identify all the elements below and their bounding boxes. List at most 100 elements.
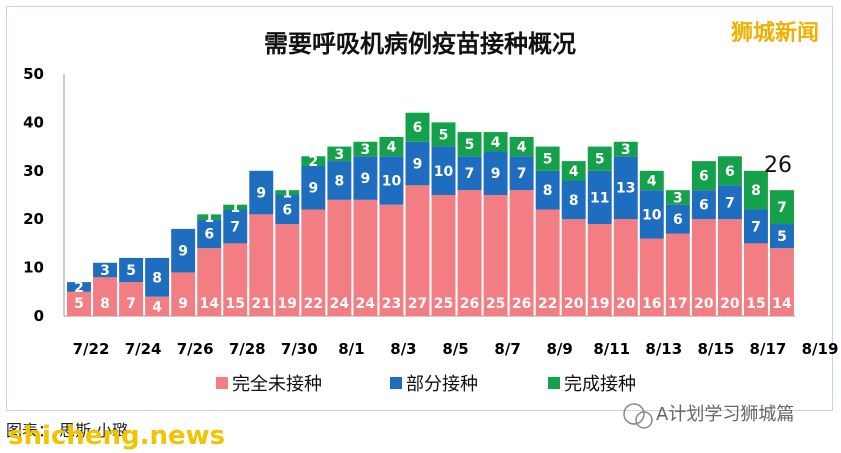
bar-value-label: 1: [204, 210, 214, 226]
bar-segment: [639, 190, 664, 239]
x-tick-label: 8/13: [645, 340, 682, 358]
chart-frame: [6, 6, 833, 411]
x-tick-labels: 7/22 7/24 7/26 7/28 7/30 8/1 8/3 8/5 8/7 8/9 8/11 8…: [73, 340, 839, 358]
bar-value-label: 7: [517, 166, 527, 182]
y-tick-labels: 0 10 20 30 40 50: [23, 65, 44, 325]
bar-value-label: 24: [356, 296, 376, 312]
x-tick-label: 8/7: [494, 340, 520, 358]
bar-value-label: 21: [252, 296, 271, 312]
bar-segment: [223, 209, 248, 244]
bar-segment: [717, 219, 742, 316]
bar-segment: [743, 209, 768, 244]
bar-segment: [770, 224, 794, 249]
bar-value-label: 14: [199, 296, 219, 312]
bar-segment: [327, 161, 352, 200]
bar-segment: [483, 132, 508, 152]
y-tick-label: 40: [23, 113, 44, 131]
x-tick-label: 7/24: [125, 340, 162, 358]
y-tick-label: 0: [34, 307, 44, 325]
bar-segment: [665, 204, 690, 234]
bar-segment: [353, 141, 378, 157]
bar-value-label: 7: [126, 296, 136, 312]
chart-title: 需要呼吸机病例疫苗接种概况: [264, 30, 576, 58]
bar-segment: [587, 146, 612, 171]
x-tick-label: 8/1: [338, 340, 364, 358]
site-watermark: shicheng.news: [8, 421, 225, 451]
bar-segment: [301, 165, 326, 210]
bar-value-label: 5: [465, 137, 475, 153]
bar-segment: [561, 161, 586, 181]
bar-segment: [249, 214, 274, 316]
bar-value-label: 9: [308, 181, 318, 197]
bar-segment: [717, 156, 742, 186]
bar-segment: [249, 170, 274, 215]
bar-value-label: 16: [642, 296, 661, 312]
legend-swatch: [390, 377, 402, 389]
bar-segment: [691, 161, 716, 191]
bar-segment: [743, 243, 768, 316]
bar-value-label: 6: [204, 227, 214, 243]
bar-value-label: 23: [382, 296, 401, 312]
bar-value-label: 8: [569, 193, 579, 209]
bar-value-label: 9: [413, 157, 423, 173]
bar-segment: [405, 141, 430, 186]
bar-segment: [509, 156, 534, 191]
bar-value-label: 9: [491, 166, 501, 182]
x-tick-label: 8/5: [442, 340, 468, 358]
bar-value-label: 5: [777, 229, 787, 245]
bar-segment: [223, 243, 248, 316]
bar-value-label: 8: [152, 270, 162, 286]
bar-segment: [561, 219, 586, 316]
bar-segment: [483, 151, 508, 195]
bar-segment: [613, 156, 638, 220]
bar-segment: [145, 296, 170, 316]
x-tick-label: 8/3: [390, 340, 416, 358]
bar-value-label: 4: [647, 173, 657, 189]
bar-value-label: 19: [278, 296, 297, 312]
bar-value-label: 4: [569, 164, 579, 180]
bar-segment: [171, 272, 196, 316]
bar-segment: [93, 262, 118, 278]
bar-segment: [145, 257, 170, 297]
x-tick-label: 8/19: [802, 340, 839, 358]
bar-segment: [717, 185, 742, 220]
bar-value-label: 22: [304, 296, 323, 312]
bar-segment: [691, 190, 716, 220]
bar-segment: [639, 170, 664, 191]
bar-segment: [379, 156, 404, 205]
bar-value-label: 24: [330, 296, 350, 312]
bar-segment: [587, 224, 612, 316]
bar-segment: [535, 146, 560, 171]
x-tick-label: 8/17: [750, 340, 787, 358]
y-tick-label: 10: [23, 259, 44, 277]
bar-value-label: 5: [543, 152, 553, 168]
bar-segment: [379, 204, 404, 316]
bar-value-label: 14: [772, 296, 792, 312]
bar-segment: [67, 291, 91, 316]
legend-label: 完成接种: [564, 374, 636, 395]
bar-value-label: 8: [751, 183, 761, 199]
bar-segment: [431, 195, 456, 316]
bar-segment: [743, 170, 768, 210]
bar-value-label: 4: [517, 140, 527, 156]
bar-segment: [561, 180, 586, 220]
x-tick-label: 7/30: [281, 340, 318, 358]
bar-segment: [483, 195, 508, 316]
bar-value-label: 13: [616, 181, 635, 197]
bar-value-label: 8: [335, 173, 345, 189]
chart-credit: 图表： 思斯·小璐: [6, 421, 128, 440]
bar-value-label: 26: [460, 296, 479, 312]
x-tick-label: 7/26: [177, 340, 214, 358]
bar-value-label: 10: [434, 164, 454, 180]
bar-value-label: 1: [282, 186, 292, 202]
bar-value-label: 5: [439, 128, 449, 144]
bar-value-label: 6: [673, 212, 683, 228]
bar-value-label: 4: [387, 140, 397, 156]
bar-value-label: 6: [699, 169, 709, 185]
bar-value-label: 4: [152, 299, 162, 315]
wechat-icon: [623, 403, 653, 429]
y-tick-label: 50: [23, 65, 44, 83]
bar-value-label: 17: [668, 296, 687, 312]
bar-segment: [327, 199, 352, 316]
